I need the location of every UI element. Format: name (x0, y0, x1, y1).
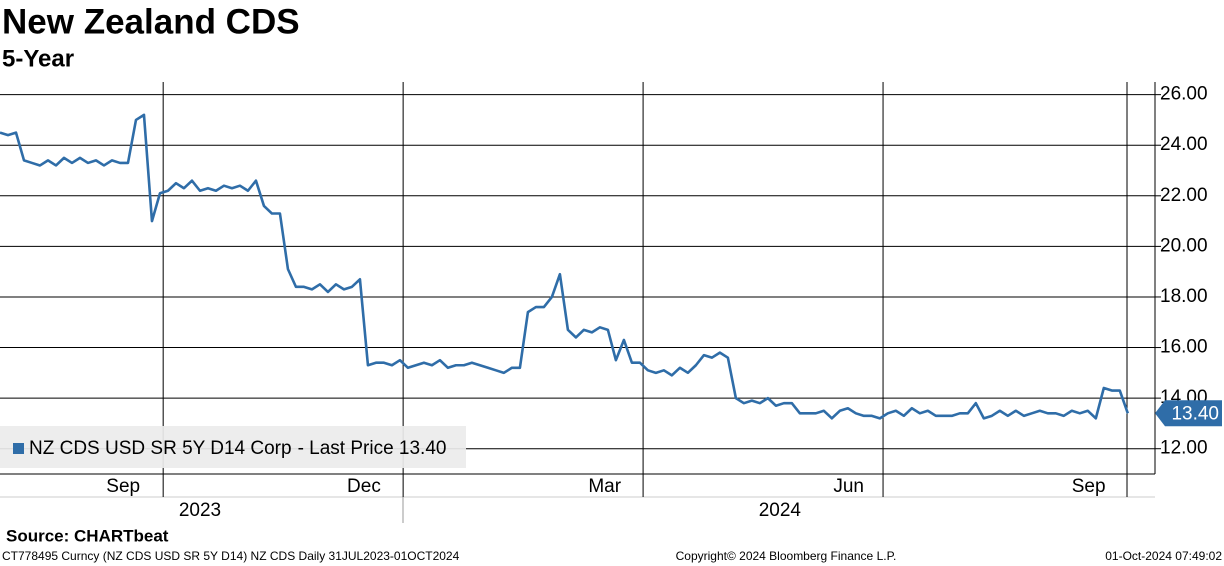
x-year-label: 2023 (179, 500, 221, 521)
source: Source: CHARTbeat (6, 526, 169, 545)
x-tick-label: Jun (833, 476, 864, 497)
y-tick-label: 24.00 (1160, 134, 1208, 155)
x-year-label: 2024 (759, 500, 802, 521)
x-tick-label: Mar (588, 476, 621, 497)
y-tick-label: 18.00 (1160, 286, 1208, 307)
legend-text: NZ CDS USD SR 5Y D14 Corp - Last Price 13… (29, 438, 446, 459)
x-tick-label: Dec (347, 476, 381, 497)
chart-title: New Zealand CDS (2, 2, 300, 41)
footer-center: Copyright© 2024 Bloomberg Finance L.P. (676, 549, 897, 563)
y-tick-label: 20.00 (1160, 235, 1208, 256)
legend-marker (13, 443, 24, 454)
x-tick-label: Sep (106, 476, 140, 497)
legend-series-name: NZ CDS USD SR 5Y D14 Corp (29, 438, 292, 459)
footer-right: 01-Oct-2024 07:49:02 (1105, 549, 1222, 563)
legend-last-price: - Last Price 13.40 (298, 438, 447, 459)
last-price-tag (1155, 400, 1222, 427)
last-price-label: 13.40 (1171, 403, 1219, 424)
footer-left: CT778495 Curncy (NZ CDS USD SR 5Y D14) N… (2, 549, 460, 563)
y-tick-label: 22.00 (1160, 185, 1208, 206)
y-tick-label: 26.00 (1160, 84, 1208, 105)
x-tick-label: Sep (1072, 476, 1106, 497)
y-tick-label: 16.00 (1160, 337, 1208, 358)
legend-box (0, 426, 466, 468)
chart-subtitle: 5-Year (2, 45, 74, 72)
y-tick-label: 12.00 (1160, 438, 1208, 459)
price-line (0, 113, 1130, 420)
